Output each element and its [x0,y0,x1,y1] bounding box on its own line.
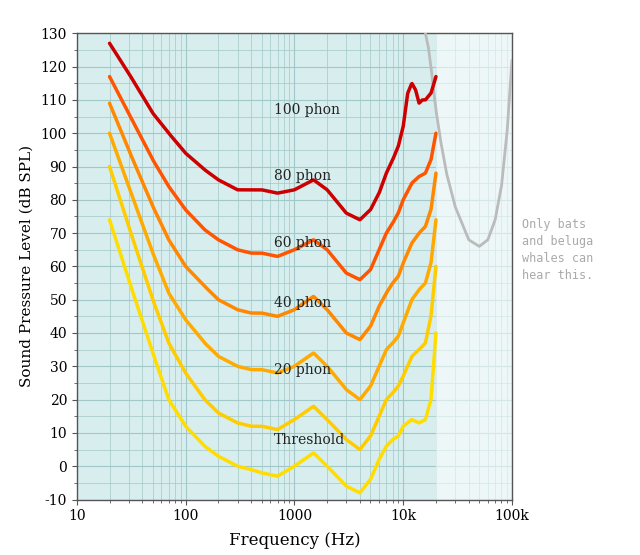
Bar [436,33,512,500]
Text: 60 phon: 60 phon [274,236,331,250]
Y-axis label: Sound Pressure Level (dB SPL): Sound Pressure Level (dB SPL) [20,145,34,387]
Text: 100 phon: 100 phon [274,103,340,117]
Text: 20 phon: 20 phon [274,362,331,377]
Text: Threshold: Threshold [274,432,346,447]
Text: 40 phon: 40 phon [274,296,332,310]
Text: 80 phon: 80 phon [274,169,331,184]
Text: Only bats
and beluga
whales can
hear this.: Only bats and beluga whales can hear thi… [522,218,593,282]
X-axis label: Frequency (Hz): Frequency (Hz) [228,532,360,548]
